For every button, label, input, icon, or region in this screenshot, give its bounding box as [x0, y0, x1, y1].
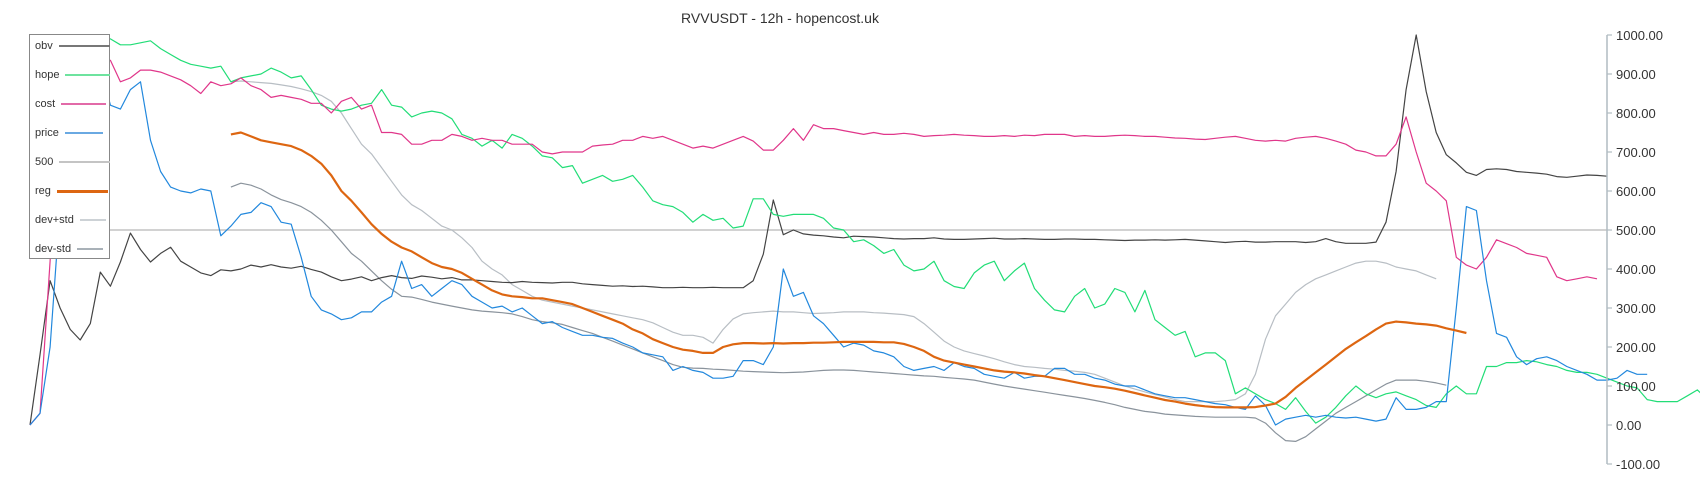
- y-axis: 1000.00 900.00 800.00 700.00 600.00 500.00 400…: [1606, 28, 1663, 472]
- legend-label: price: [35, 127, 59, 139]
- legend-item-price[interactable]: price: [35, 125, 104, 141]
- y-tick-label: -100.00: [1616, 457, 1660, 472]
- legend-swatch-icon: [65, 74, 111, 76]
- chart-title: RVVUSDT - 12h - hopencost.uk: [681, 10, 879, 26]
- y-tick-label: 900.00: [1616, 67, 1656, 82]
- legend-label: reg: [35, 185, 51, 197]
- legend-item-reg[interactable]: reg: [35, 183, 108, 199]
- series-line-cost: [29, 49, 1598, 426]
- legend-item-hope[interactable]: hope: [35, 67, 111, 83]
- legend-item-cost[interactable]: cost: [35, 96, 106, 112]
- legend-item-obv[interactable]: obv: [35, 38, 110, 54]
- legend-label: hope: [35, 69, 60, 81]
- y-tick-label: 0.00: [1616, 418, 1641, 433]
- legend-swatch-icon: [59, 161, 111, 163]
- legend-item-dev-std[interactable]: dev-std: [35, 241, 103, 257]
- legend-label: cost: [35, 98, 56, 110]
- y-tick-label: 500.00: [1616, 223, 1656, 238]
- series-line-dev-std: [230, 80, 1437, 403]
- legend: obv hope cost price 500 reg dev+std dev-std: [29, 34, 111, 259]
- y-tick-label: 700.00: [1616, 145, 1656, 160]
- legend-label: dev+std: [35, 214, 74, 226]
- y-tick-label: 1000.00: [1616, 28, 1663, 43]
- series-line-obv: [29, 34, 1608, 426]
- series-line-reg: [230, 131, 1467, 409]
- legend-swatch-icon: [61, 103, 106, 105]
- series-layer: [29, 34, 1700, 442]
- legend-label: obv: [35, 40, 53, 52]
- y-tick-label: 600.00: [1616, 184, 1656, 199]
- series-line-dev-std: [230, 182, 1447, 442]
- legend-swatch-icon: [56, 189, 108, 193]
- legend-swatch-icon: [64, 132, 104, 134]
- legend-item-dev-std[interactable]: dev+std: [35, 212, 106, 228]
- legend-swatch-icon: [77, 248, 103, 250]
- legend-label: dev-std: [35, 243, 72, 255]
- y-tick-label: 200.00: [1616, 340, 1656, 355]
- legend-item-500[interactable]: 500: [35, 154, 111, 170]
- legend-label: 500: [35, 156, 54, 168]
- series-line-hope: [79, 34, 1700, 424]
- y-tick-label: 300.00: [1616, 301, 1656, 316]
- legend-swatch-icon: [58, 45, 110, 47]
- y-tick-label: 400.00: [1616, 262, 1656, 277]
- legend-swatch-icon: [79, 219, 106, 221]
- y-tick-label: 800.00: [1616, 106, 1656, 121]
- y-tick-label: 100.00: [1616, 379, 1656, 394]
